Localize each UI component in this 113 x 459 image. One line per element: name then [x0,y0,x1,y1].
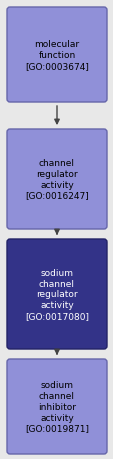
FancyBboxPatch shape [7,8,106,103]
Text: channel
regulator
activity
[GO:0016247]: channel regulator activity [GO:0016247] [25,159,88,200]
FancyBboxPatch shape [7,130,106,230]
Text: molecular
function
[GO:0003674]: molecular function [GO:0003674] [25,40,88,71]
Text: sodium
channel
regulator
activity
[GO:0017080]: sodium channel regulator activity [GO:00… [25,269,88,320]
FancyBboxPatch shape [7,240,106,349]
FancyBboxPatch shape [7,359,106,454]
Text: sodium
channel
inhibitor
activity
[GO:0019871]: sodium channel inhibitor activity [GO:00… [25,381,88,432]
